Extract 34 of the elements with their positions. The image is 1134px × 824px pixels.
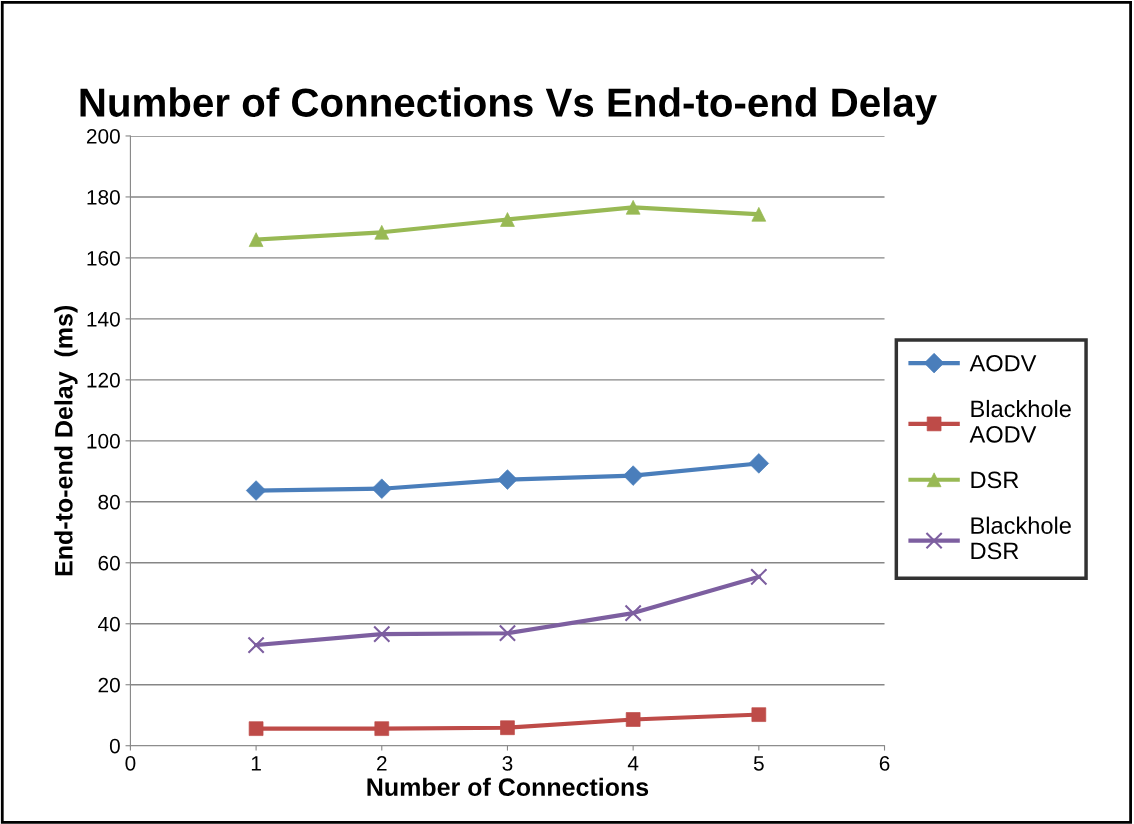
point (498, 624, 517, 642)
y-tick-label: 40 (98, 616, 120, 632)
y-tick-label: 60 (98, 555, 120, 571)
point (750, 568, 768, 586)
x-tick-label: 5 (753, 756, 764, 771)
x-tick-label: 1 (251, 756, 261, 771)
legend-label: Blackhole DSR (971, 516, 1071, 560)
y-tick-label: 100 (87, 433, 120, 449)
legend-label: DSR (971, 471, 1019, 489)
x-tick-label: 2 (377, 755, 387, 771)
point (748, 453, 770, 474)
point (248, 721, 264, 736)
x-tick-label: 4 (627, 756, 639, 771)
point (247, 636, 265, 654)
x-axis-title: Number of Connections (367, 777, 649, 796)
y-tick-label: 180 (87, 189, 120, 205)
point (373, 625, 391, 643)
y-tick-label: 160 (87, 250, 120, 266)
legend-label: AODV (969, 354, 1037, 372)
y-tick-label: 80 (98, 494, 120, 510)
point (622, 465, 644, 486)
y-tick-label: 120 (87, 372, 120, 388)
x-tick-label: 3 (502, 755, 513, 771)
chart-title: Number of Connections Vs End-to-end Delay (80, 87, 937, 125)
x-tick-label: 6 (879, 755, 890, 771)
y-tick-label: 20 (98, 677, 120, 693)
x-tick-label: 0 (125, 755, 136, 771)
legend-label: Blackhole AODV (969, 399, 1071, 443)
y-tick-label: 0 (109, 738, 120, 754)
point (624, 604, 642, 622)
y-tick-label: 140 (87, 311, 120, 327)
point (374, 721, 390, 736)
y-tick-label: 200 (86, 128, 120, 144)
y-axis-title: End-to-end Delay (ms) (54, 305, 78, 576)
